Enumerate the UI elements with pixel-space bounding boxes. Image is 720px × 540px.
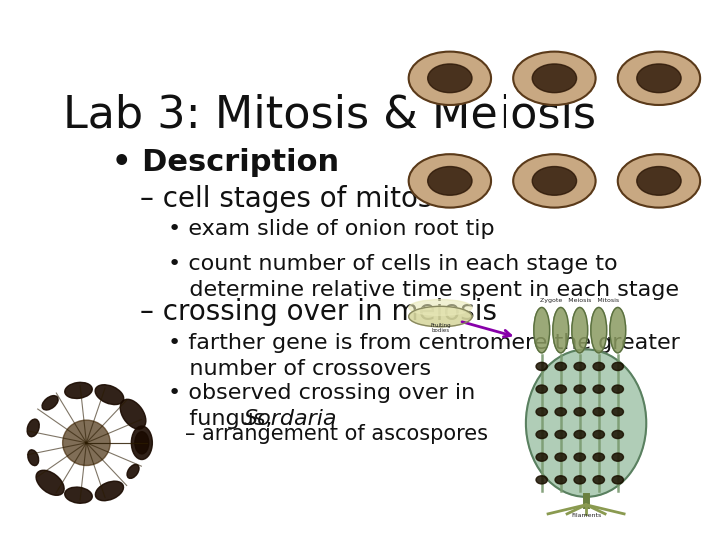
Circle shape [532, 64, 577, 93]
Circle shape [409, 52, 491, 105]
Ellipse shape [127, 464, 139, 478]
Ellipse shape [120, 399, 146, 429]
Circle shape [555, 476, 567, 484]
Ellipse shape [95, 481, 124, 501]
Ellipse shape [95, 384, 124, 404]
Circle shape [536, 476, 547, 484]
Circle shape [612, 362, 624, 370]
Circle shape [574, 476, 585, 484]
Ellipse shape [135, 431, 149, 454]
Circle shape [574, 362, 585, 370]
Ellipse shape [36, 470, 64, 495]
Circle shape [513, 52, 595, 105]
Text: – arrangement of ascospores: – arrangement of ascospores [185, 424, 488, 444]
Circle shape [536, 385, 547, 393]
Circle shape [618, 52, 700, 105]
Text: • Description: • Description [112, 148, 339, 177]
Ellipse shape [591, 307, 607, 353]
Ellipse shape [610, 307, 626, 353]
Circle shape [428, 166, 472, 195]
Circle shape [612, 385, 624, 393]
Circle shape [636, 166, 681, 195]
Text: Sordaria: Sordaria [243, 409, 337, 429]
Circle shape [536, 430, 547, 438]
Text: • exam slide of onion root tip: • exam slide of onion root tip [168, 219, 495, 239]
Circle shape [555, 362, 567, 370]
Text: – cell stages of mitosis: – cell stages of mitosis [140, 185, 455, 213]
Circle shape [574, 453, 585, 461]
Circle shape [593, 408, 605, 416]
Circle shape [555, 430, 567, 438]
FancyArrowPatch shape [462, 322, 510, 337]
Circle shape [593, 385, 605, 393]
Text: Zygote   Meiosis   Mitosis: Zygote Meiosis Mitosis [540, 299, 619, 303]
Circle shape [536, 408, 547, 416]
Ellipse shape [534, 307, 549, 353]
Circle shape [555, 408, 567, 416]
Text: Filaments: Filaments [571, 513, 601, 518]
Circle shape [593, 476, 605, 484]
Ellipse shape [553, 307, 569, 353]
Ellipse shape [65, 382, 92, 399]
Circle shape [574, 385, 585, 393]
Ellipse shape [131, 426, 153, 460]
Circle shape [612, 408, 624, 416]
Circle shape [428, 64, 472, 93]
Text: • observed crossing over in: • observed crossing over in [168, 383, 475, 403]
Circle shape [612, 476, 624, 484]
Ellipse shape [28, 450, 39, 465]
Circle shape [593, 362, 605, 370]
Text: • count number of cells in each stage to
   determine relative time spent in eac: • count number of cells in each stage to… [168, 254, 679, 300]
Circle shape [636, 64, 681, 93]
Circle shape [536, 362, 547, 370]
Circle shape [612, 453, 624, 461]
Ellipse shape [27, 419, 40, 437]
Circle shape [593, 453, 605, 461]
Text: Fruiting
bodies: Fruiting bodies [430, 322, 451, 333]
Ellipse shape [526, 349, 647, 497]
Ellipse shape [409, 306, 472, 327]
Circle shape [555, 385, 567, 393]
Circle shape [63, 420, 110, 465]
Circle shape [555, 453, 567, 461]
Circle shape [409, 154, 491, 207]
Circle shape [513, 154, 595, 207]
Circle shape [612, 430, 624, 438]
Text: fungus,: fungus, [168, 409, 279, 429]
Text: – crossing over in meiosis: – crossing over in meiosis [140, 298, 498, 326]
Ellipse shape [65, 487, 92, 503]
Text: • farther gene is from centromere the greater
   number of crossovers: • farther gene is from centromere the gr… [168, 333, 680, 380]
Ellipse shape [572, 307, 588, 353]
Circle shape [593, 430, 605, 438]
Circle shape [532, 166, 577, 195]
Circle shape [574, 430, 585, 438]
Circle shape [536, 453, 547, 461]
Ellipse shape [409, 300, 472, 315]
Circle shape [618, 154, 700, 207]
Ellipse shape [42, 396, 58, 410]
Circle shape [574, 408, 585, 416]
Text: Lab 3: Mitosis & Meiosis: Lab 3: Mitosis & Meiosis [63, 94, 596, 137]
